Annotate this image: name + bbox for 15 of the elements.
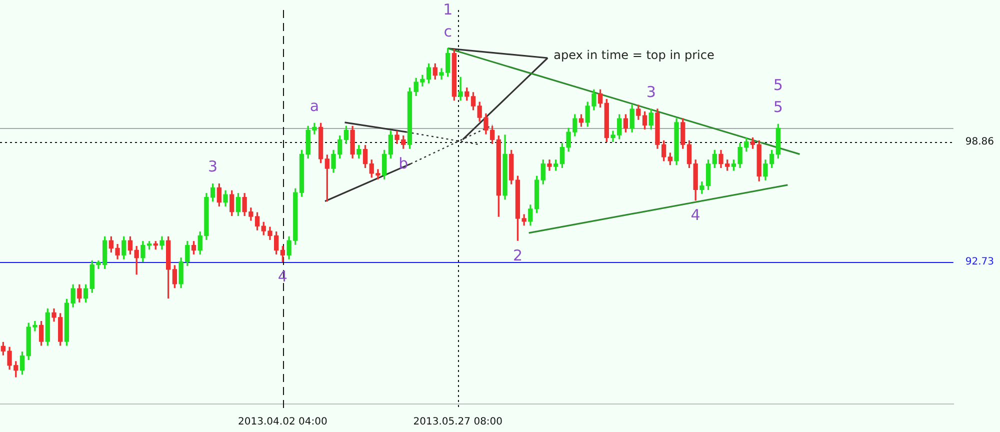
annotation: apex in time = top in price (554, 48, 714, 62)
annotation: 3 (208, 158, 218, 176)
annotation: 3 (646, 82, 656, 101)
annotation: 1 (443, 0, 453, 18)
x-tick-label: 2013.05.27 08:00 (413, 416, 503, 428)
y-tick-label: 92.73 (965, 256, 994, 268)
annotation: a (310, 97, 320, 116)
annotation: 5 (773, 76, 783, 94)
y-tick-label: 98.86 (965, 136, 994, 148)
annotation: c (444, 22, 452, 40)
annotation: 4 (278, 268, 288, 286)
annotation: 2 (512, 246, 522, 264)
x-tick-label: 2013.04.02 04:00 (238, 416, 328, 428)
annotation: 5 (773, 98, 783, 116)
annotation: 4 (690, 206, 700, 224)
